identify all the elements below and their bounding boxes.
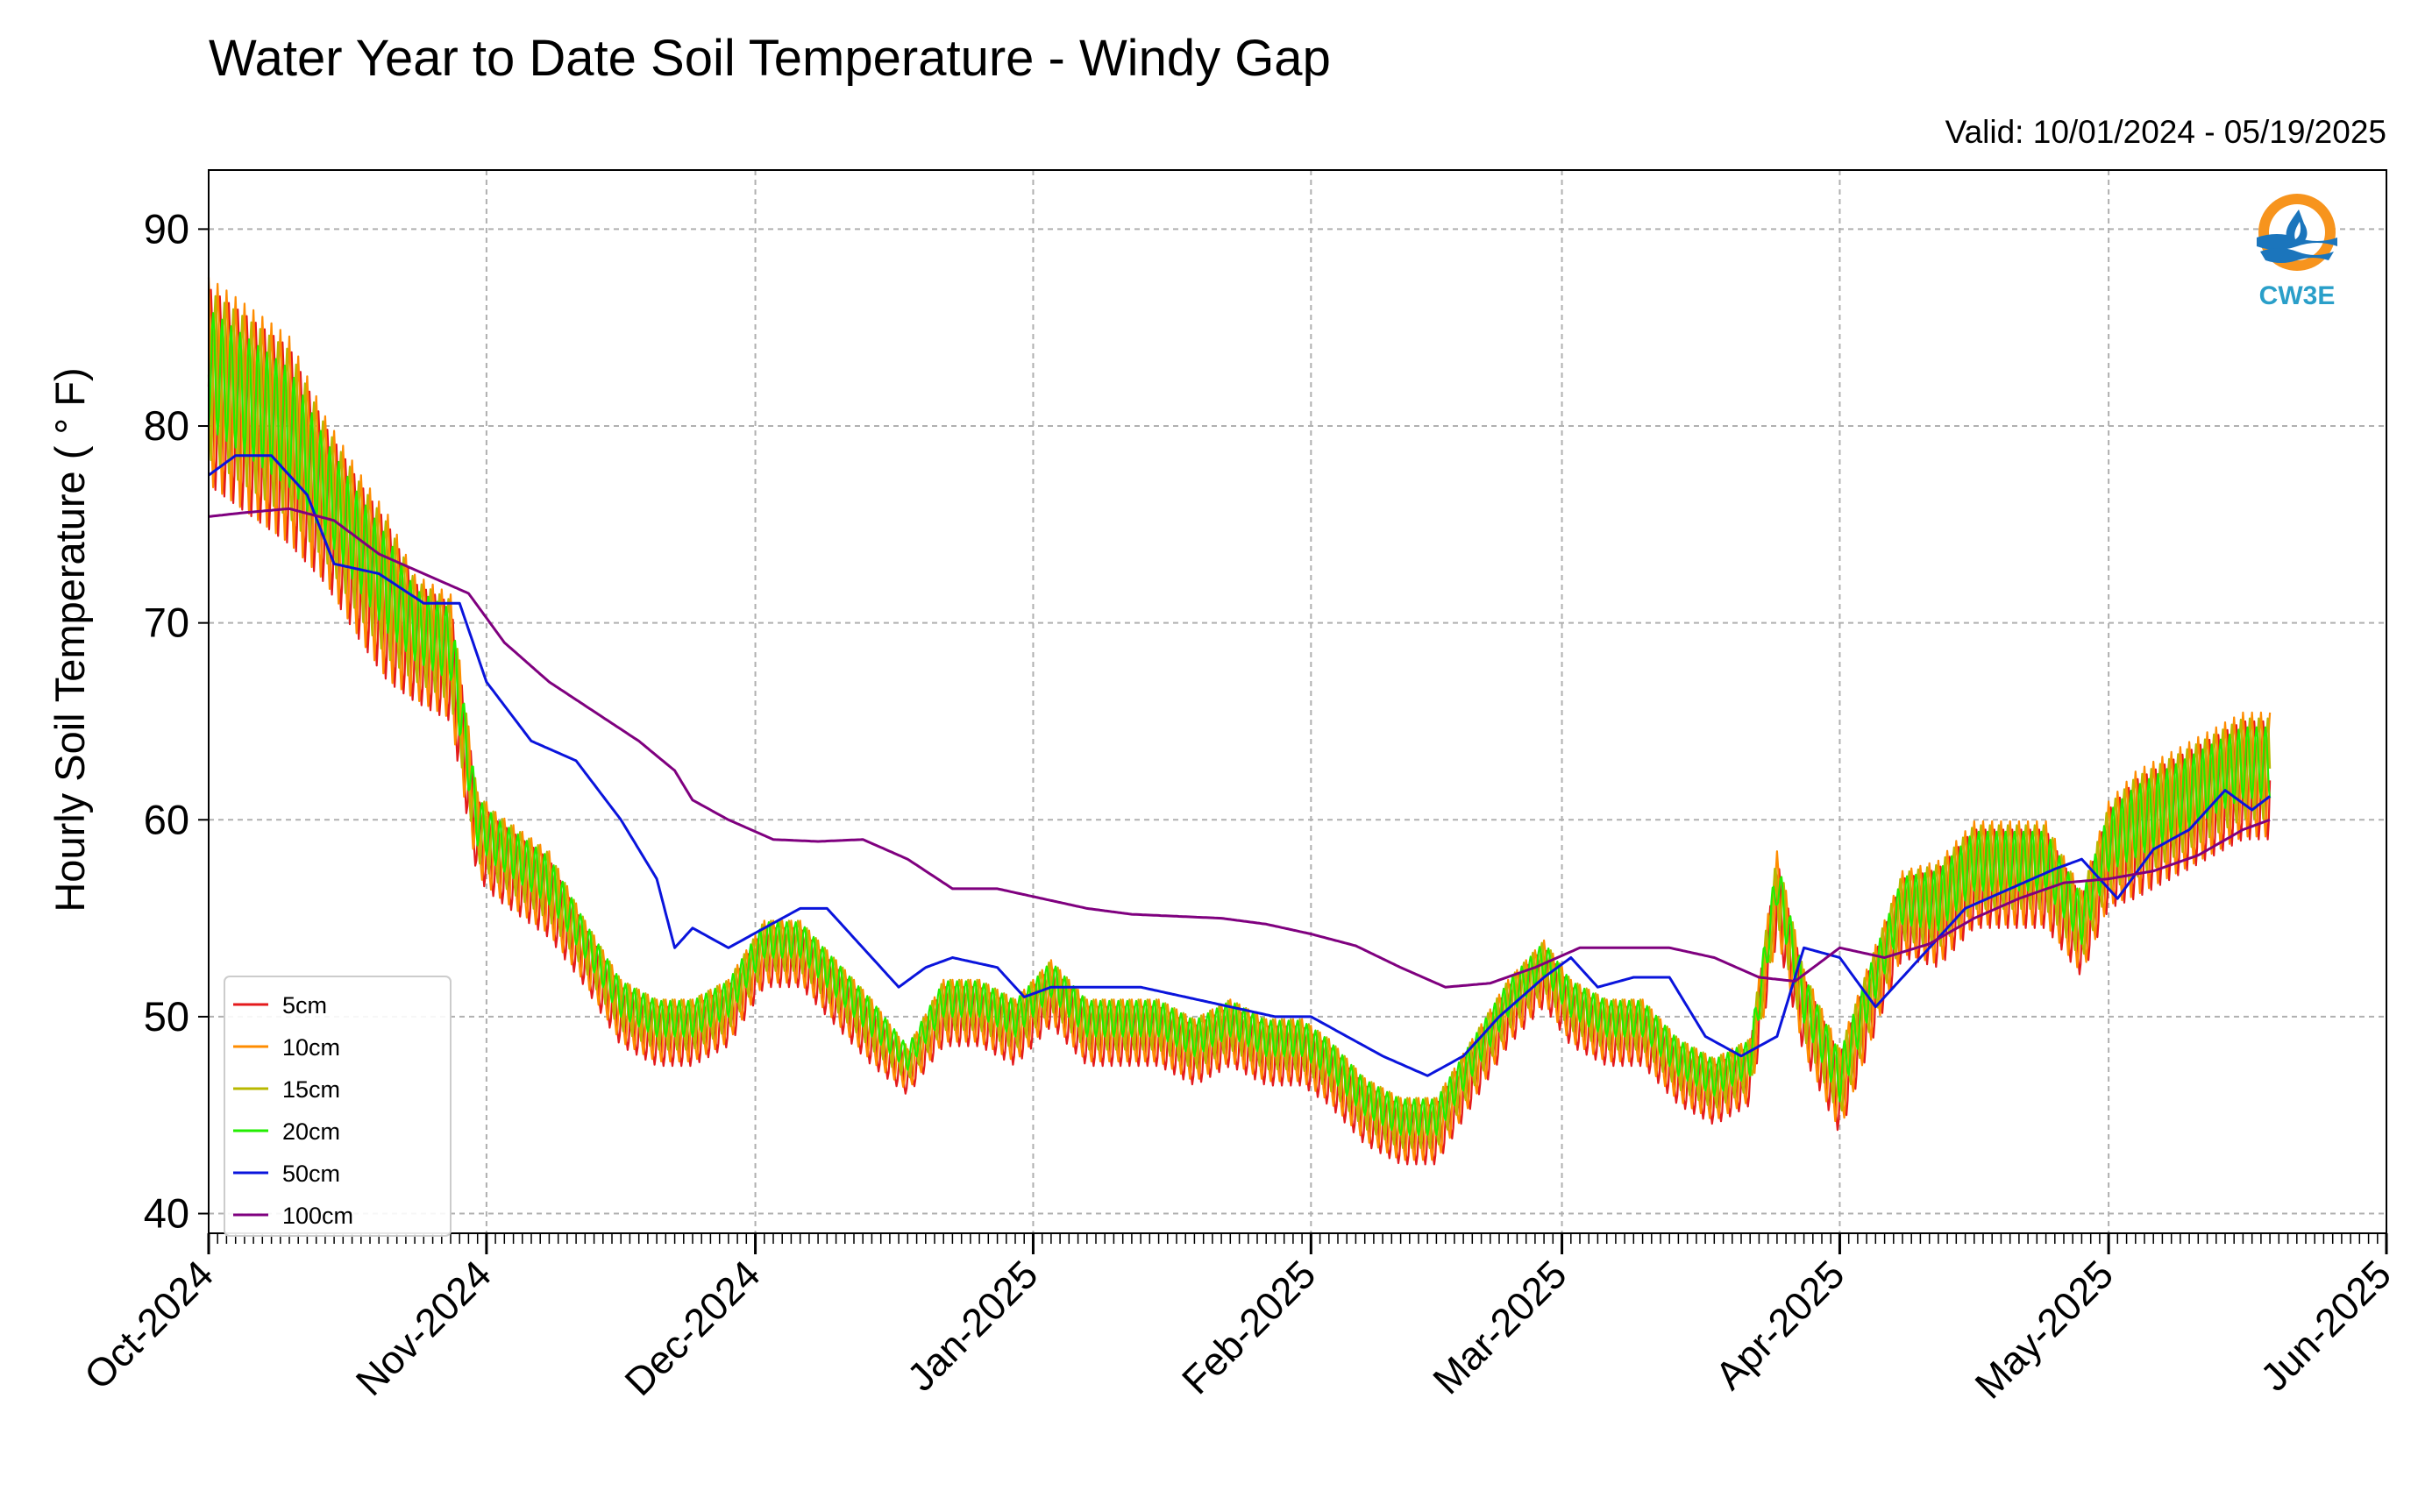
logo-drop-highlight [2294,222,2301,239]
y-tick-label: 60 [144,796,189,842]
y-tick-label: 50 [144,993,189,1040]
x-tick-label: May-2025 [1966,1252,2123,1408]
y-axis-label: Hourly Soil Temperature ( ° F) [46,367,93,912]
legend-label-15cm: 15cm [282,1076,340,1103]
series-line-20cm [207,312,2272,1136]
x-tick-label: Oct-2024 [75,1252,222,1398]
y-tick-label: 40 [144,1190,189,1237]
logo-waves-2 [2260,248,2334,263]
legend-label-50cm: 50cm [282,1161,340,1187]
x-tick-label: Mar-2025 [1424,1252,1575,1402]
x-tick-label: Apr-2025 [1707,1252,1853,1398]
chart-subtitle: Valid: 10/01/2024 - 05/19/2025 [1945,114,2386,150]
x-tick-label: Feb-2025 [1173,1252,1324,1402]
series-line-50cm [208,454,2272,1077]
legend-label-100cm: 100cm [282,1203,353,1229]
cw3e-logo: CW3E [2257,194,2337,310]
y-tick-label: 80 [144,402,189,449]
y-tick-label: 70 [144,600,189,646]
plot-area [208,169,2387,1234]
legend-label-10cm: 10cm [282,1034,340,1061]
legend: 5cm 10cm 15cm 20cm 50cm 100cm [224,976,452,1237]
data-series [207,277,2272,1166]
x-tick-label: Dec-2024 [616,1252,769,1404]
legend-label-20cm: 20cm [282,1118,340,1145]
x-tick-minor [208,1233,2387,1244]
series-line-15cm [207,295,2272,1149]
legend-label-5cm: 5cm [282,992,327,1019]
x-tick-label: Nov-2024 [347,1252,500,1404]
water-drop-icon [2286,209,2308,245]
chart-title: Water Year to Date Soil Temperature - Wi… [209,30,1331,87]
y-tick-label: 90 [144,205,189,252]
x-tick-label: Jun-2025 [2251,1252,2400,1400]
logo-text: CW3E [2259,281,2336,310]
series-line-100cm [208,507,2271,989]
legend-box [224,976,452,1237]
x-tick-label: Jan-2025 [899,1252,1047,1400]
